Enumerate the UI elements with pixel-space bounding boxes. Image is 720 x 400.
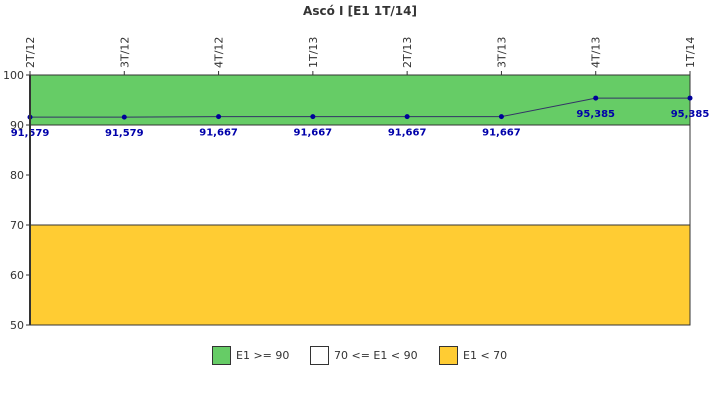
y-tick-label-2: 70 <box>10 219 24 232</box>
data-label-6: 95,385 <box>576 109 615 120</box>
legend-item-yellow: E1 < 70 <box>439 345 507 365</box>
legend: E1 >= 90 70 <= E1 < 90 E1 < 70 <box>0 345 720 367</box>
data-label-5: 91,667 <box>482 128 521 139</box>
data-point-3 <box>310 114 316 120</box>
y-tick-label-5: 100 <box>3 69 24 82</box>
y-tick-label-3: 80 <box>10 169 24 182</box>
series-line-path <box>30 97 690 118</box>
chart-title: Ascó I [E1 1T/14] <box>303 4 417 18</box>
data-point-5 <box>498 114 504 120</box>
legend-label-yellow: E1 < 70 <box>463 348 508 362</box>
series-points <box>27 95 693 120</box>
x-tick-label-1: 3T/12 <box>118 37 131 68</box>
legend-item-white: 70 <= E1 < 90 <box>310 345 418 365</box>
axes <box>29 75 690 326</box>
x-tick-label-5: 3T/13 <box>495 37 508 68</box>
band-1 <box>29 124 691 226</box>
x-tick-label-4: 2T/13 <box>401 37 414 68</box>
legend-item-green: E1 >= 90 <box>212 345 289 365</box>
x-tick-label-6: 4T/13 <box>590 37 603 68</box>
data-point-4 <box>404 114 410 120</box>
data-point-7 <box>687 95 693 101</box>
data-label-3: 91,667 <box>294 128 333 139</box>
legend-swatch-green <box>212 345 231 365</box>
band-2 <box>29 224 691 326</box>
data-label-2: 91,667 <box>199 128 238 139</box>
legend-label-white: 70 <= E1 < 90 <box>334 348 418 362</box>
y-tick-label-1: 60 <box>10 269 24 282</box>
threshold-bands <box>29 74 691 326</box>
y-tick-label-0: 50 <box>10 319 24 332</box>
series-line <box>30 97 690 118</box>
data-label-4: 91,667 <box>388 128 427 139</box>
data-point-1 <box>121 114 127 120</box>
data-label-1: 91,579 <box>105 128 144 139</box>
data-point-2 <box>216 114 222 120</box>
legend-label-green: E1 >= 90 <box>236 348 290 362</box>
y-tick-label-4: 90 <box>10 119 24 132</box>
legend-swatch-yellow <box>439 345 458 365</box>
x-tick-label-7: 1T/14 <box>684 37 697 68</box>
x-tick-label-2: 4T/12 <box>213 37 226 68</box>
x-tick-label-0: 2T/12 <box>24 37 37 68</box>
x-tick-label-3: 1T/13 <box>307 37 320 68</box>
data-point-6 <box>593 95 599 101</box>
data-label-7: 95,385 <box>671 109 710 120</box>
legend-swatch-white <box>310 345 329 365</box>
